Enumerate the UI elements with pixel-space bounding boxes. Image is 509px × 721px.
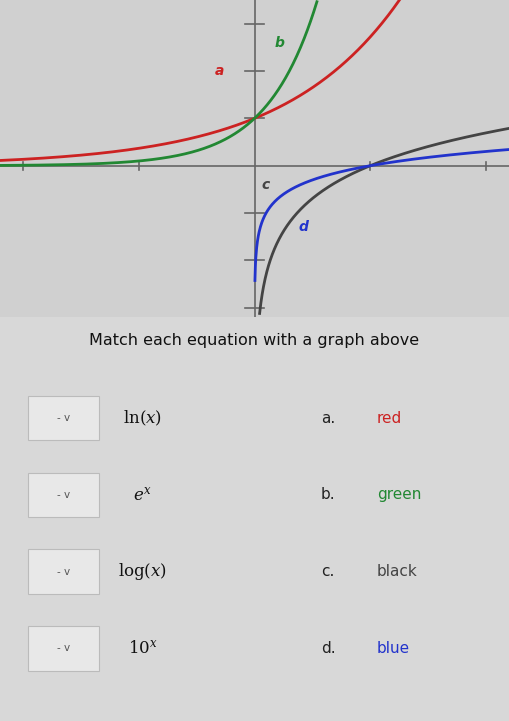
Text: d: d: [298, 221, 308, 234]
FancyBboxPatch shape: [28, 396, 99, 441]
Text: - v: - v: [57, 490, 70, 500]
Text: $\log(x)$: $\log(x)$: [118, 561, 167, 582]
Text: green: green: [377, 487, 421, 503]
Text: - v: - v: [57, 413, 70, 423]
Text: Match each equation with a graph above: Match each equation with a graph above: [90, 333, 419, 348]
Text: $\ln(x)$: $\ln(x)$: [123, 409, 162, 428]
Text: a: a: [215, 64, 224, 78]
Text: b.: b.: [321, 487, 335, 503]
Text: a.: a.: [321, 411, 335, 425]
Text: b: b: [275, 35, 285, 50]
Text: - v: - v: [57, 643, 70, 653]
FancyBboxPatch shape: [28, 626, 99, 671]
Text: c.: c.: [321, 564, 334, 579]
Text: red: red: [377, 411, 402, 425]
Text: black: black: [377, 564, 417, 579]
Text: $e^x$: $e^x$: [133, 486, 152, 504]
Text: blue: blue: [377, 641, 410, 656]
FancyBboxPatch shape: [28, 549, 99, 594]
Text: $10^x$: $10^x$: [128, 640, 157, 658]
FancyBboxPatch shape: [28, 473, 99, 517]
Text: - v: - v: [57, 567, 70, 577]
Text: d.: d.: [321, 641, 335, 656]
Text: c: c: [262, 177, 270, 192]
